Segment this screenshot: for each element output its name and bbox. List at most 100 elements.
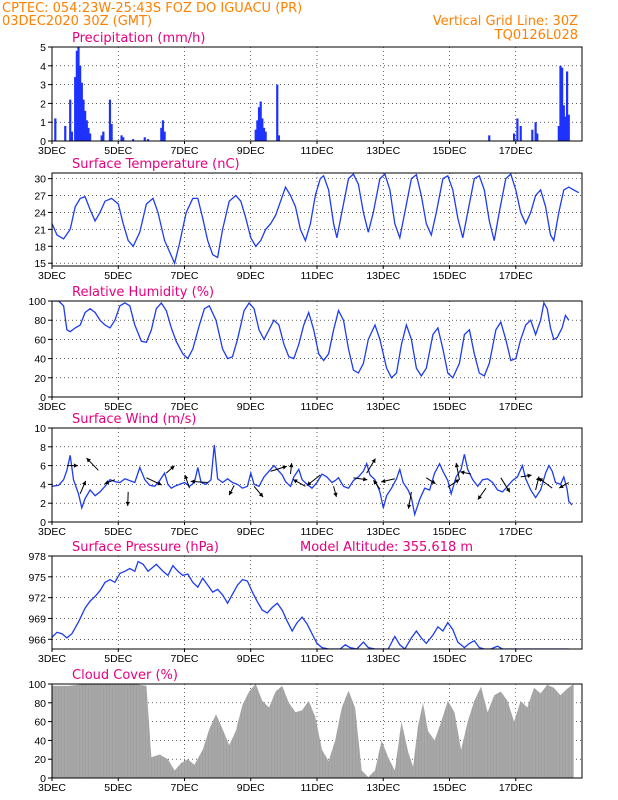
x-tick-label: 13DEC bbox=[366, 145, 400, 157]
wind-arrow bbox=[146, 477, 163, 486]
header-station: CPTEC: 054:23W-25:43S FOZ DO IGUACU (PR) bbox=[2, 1, 302, 16]
y-tick-label: 15 bbox=[34, 258, 46, 270]
wind-arrow bbox=[454, 462, 460, 480]
y-tick-label: 3 bbox=[40, 80, 46, 92]
y-tick-label: 20 bbox=[34, 754, 46, 766]
precip-bar bbox=[562, 105, 565, 141]
x-tick-label: 11DEC bbox=[300, 526, 333, 538]
x-tick-label: 11DEC bbox=[300, 653, 333, 665]
x-tick-label: 7DEC bbox=[170, 782, 198, 794]
panel-subtitle: Model Altitude: 355.618 m bbox=[300, 540, 473, 555]
panel-2: 15 18 21 24 27 30 3DEC 5DEC 7DEC 9DEC 11DEC 13DEC 15… bbox=[34, 157, 583, 282]
wind-arrow bbox=[538, 477, 553, 489]
wind-arrow bbox=[558, 482, 569, 489]
panel-title: Cloud Cover (%) bbox=[72, 668, 178, 683]
precip-bar bbox=[261, 118, 264, 141]
x-tick-label: 5DEC bbox=[104, 145, 132, 157]
y-tick-label: 969 bbox=[28, 613, 46, 625]
x-tick-label: 17DEC bbox=[499, 782, 533, 794]
panel-title: Relative Humidity (%) bbox=[72, 285, 214, 300]
precip-bar bbox=[160, 127, 163, 141]
y-tick-label: 0 bbox=[40, 773, 46, 785]
precip-bar bbox=[567, 114, 570, 141]
y-tick-label: 30 bbox=[34, 174, 46, 186]
wind-arrow bbox=[535, 476, 541, 491]
panel-1: 0 1 2 3 4 5 3DEC 5DEC 7DEC 9DEC 11DEC 13DEC 15DEC 17D… bbox=[38, 31, 583, 157]
x-tick-label: 5DEC bbox=[104, 270, 132, 282]
x-tick-label: 17DEC bbox=[499, 145, 533, 157]
x-tick-label: 15DEC bbox=[433, 653, 467, 665]
series-1 bbox=[54, 47, 570, 141]
y-tick-label: 972 bbox=[28, 593, 46, 605]
wind-arrow bbox=[270, 465, 288, 472]
precip-bar bbox=[143, 137, 146, 141]
y-tick-label: 8 bbox=[40, 442, 46, 454]
wind-arrow bbox=[165, 465, 175, 474]
series-5 bbox=[52, 560, 569, 649]
wind-arrow bbox=[353, 477, 368, 482]
precip-bar bbox=[110, 124, 113, 141]
x-tick-label: 17DEC bbox=[499, 653, 533, 665]
precip-bar bbox=[88, 133, 92, 141]
x-tick-label: 7DEC bbox=[170, 401, 198, 413]
y-tick-label: 5 bbox=[40, 42, 46, 54]
panel-frame bbox=[51, 172, 583, 267]
y-tick-label: 0 bbox=[40, 392, 46, 404]
precip-bar bbox=[163, 131, 166, 141]
y-tick-label: 80 bbox=[34, 698, 46, 710]
x-tick-label: 13DEC bbox=[366, 653, 400, 665]
precip-bar bbox=[262, 127, 266, 141]
x-tick-label: 11DEC bbox=[300, 782, 333, 794]
x-tick-label: 15DEC bbox=[433, 526, 467, 538]
precip-bar bbox=[77, 47, 80, 141]
x-tick-label: 17DEC bbox=[499, 401, 533, 413]
y-tick-label: 2 bbox=[40, 498, 46, 510]
x-tick-label: 15DEC bbox=[433, 782, 467, 794]
y-tick-label: 100 bbox=[28, 679, 46, 691]
series-line bbox=[52, 444, 573, 518]
y-tick-label: 80 bbox=[34, 315, 46, 327]
wind-arrow bbox=[253, 485, 264, 498]
x-tick-label: 11DEC bbox=[300, 401, 333, 413]
series-line bbox=[52, 173, 580, 266]
precip-bar bbox=[54, 118, 57, 141]
wind-arrow bbox=[381, 478, 395, 484]
panel-title: Precipitation (mm/h) bbox=[72, 31, 205, 46]
panel-title: Surface Temperature (nC) bbox=[72, 157, 240, 172]
wind-arrow bbox=[86, 457, 99, 471]
x-tick-label: 9DEC bbox=[237, 270, 265, 282]
wind-arrow bbox=[306, 474, 321, 486]
precip-bar bbox=[132, 139, 135, 141]
precip-bar bbox=[87, 127, 90, 141]
y-tick-label: 966 bbox=[28, 634, 46, 646]
y-tick-label: 2 bbox=[40, 98, 46, 110]
y-tick-label: 21 bbox=[34, 224, 46, 236]
x-tick-label: 3DEC bbox=[38, 145, 66, 157]
x-tick-label: 3DEC bbox=[38, 653, 66, 665]
y-tick-label: 60 bbox=[34, 717, 46, 729]
precip-bar bbox=[64, 125, 67, 141]
precip-bar bbox=[108, 99, 112, 141]
x-tick-label: 9DEC bbox=[237, 401, 265, 413]
x-tick-label: 7DEC bbox=[170, 270, 198, 282]
header-date: 03DEC2020 30Z (GMT) bbox=[2, 14, 152, 29]
precip-bar bbox=[79, 65, 82, 141]
precip-bar bbox=[120, 135, 123, 141]
y-tick-label: 0 bbox=[40, 517, 46, 529]
x-tick-label: 7DEC bbox=[170, 145, 198, 157]
wind-arrow bbox=[373, 479, 381, 490]
wind-arrow bbox=[477, 487, 487, 500]
x-tick-label: 3DEC bbox=[38, 526, 66, 538]
series-3 bbox=[52, 301, 570, 379]
x-tick-label: 13DEC bbox=[366, 270, 400, 282]
x-tick-label: 15DEC bbox=[433, 270, 467, 282]
x-tick-label: 5DEC bbox=[104, 782, 132, 794]
wind-arrow bbox=[228, 485, 235, 496]
x-tick-label: 11DEC bbox=[300, 270, 333, 282]
wind-arrow bbox=[426, 477, 436, 485]
panel-frame bbox=[51, 427, 583, 523]
header-grid-note: Vertical Grid Line: 30Z bbox=[433, 14, 578, 29]
precip-bar bbox=[82, 99, 85, 141]
precip-bar bbox=[75, 50, 78, 141]
x-tick-label: 17DEC bbox=[499, 270, 533, 282]
